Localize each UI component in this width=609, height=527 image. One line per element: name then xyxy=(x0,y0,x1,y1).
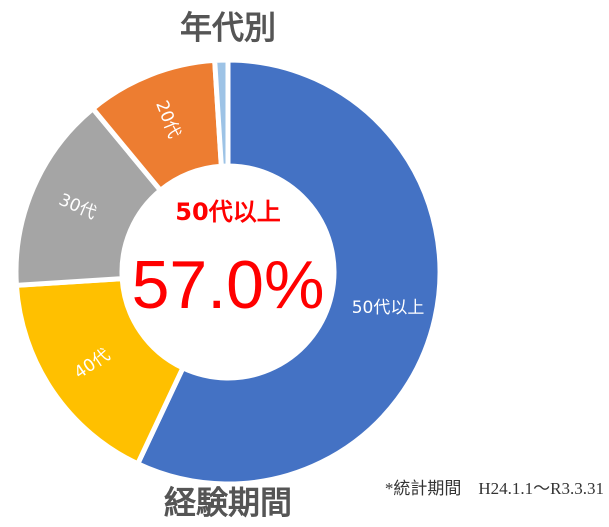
chart-subtitle: 経験期間 xyxy=(164,484,292,522)
slice-label: 50代以上 xyxy=(352,298,425,318)
donut-slice xyxy=(13,276,187,468)
annotation: *統計期間 H24.1.1～R3.3.31 xyxy=(385,479,604,498)
donut-slice xyxy=(13,105,164,288)
center-category: 50代以上 xyxy=(175,198,280,226)
center-value: 57.0% xyxy=(132,247,325,323)
donut-slice xyxy=(212,57,231,169)
chart-title: 年代別 xyxy=(180,9,276,47)
donut-slice xyxy=(134,57,443,487)
